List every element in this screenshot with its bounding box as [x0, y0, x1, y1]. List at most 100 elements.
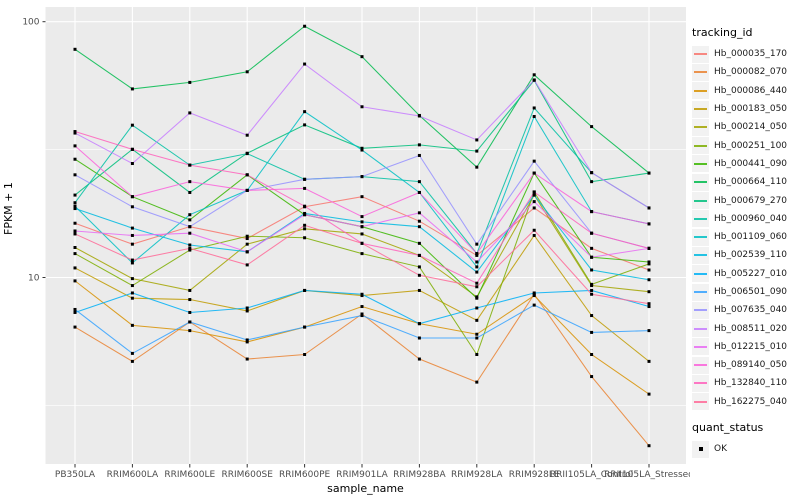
legend-entry-label: Hb_008511_020	[714, 323, 788, 334]
legend-entry-label: Hb_005227_010	[714, 268, 788, 279]
data-point	[303, 288, 307, 292]
data-point	[475, 318, 479, 322]
data-point	[245, 357, 249, 361]
data-point	[475, 270, 479, 274]
data-point	[130, 323, 134, 327]
data-point	[360, 232, 364, 236]
data-point	[360, 305, 364, 309]
data-point	[475, 265, 479, 269]
data-point	[360, 220, 364, 224]
data-point	[475, 242, 479, 246]
legend-entry-label: Hb_000086_440	[714, 85, 788, 96]
data-point	[417, 190, 421, 194]
legend-key-line-icon	[692, 192, 709, 210]
data-point	[417, 225, 421, 229]
x-tick-label: RRIM901LA	[336, 470, 388, 480]
legend-entry-Hb_002539_110: Hb_002539_110	[692, 246, 798, 264]
data-point	[475, 138, 479, 142]
data-point	[475, 260, 479, 264]
legend-entry-label: Hb_001109_060	[714, 232, 788, 243]
data-point	[73, 266, 77, 270]
data-point	[590, 282, 594, 286]
legend-entry-label: Hb_000664_110	[714, 177, 788, 188]
legend-entry-label: Hb_089140_050	[714, 360, 788, 371]
legend-entry-Hb_000214_050: Hb_000214_050	[692, 118, 798, 136]
legend-key-line-icon	[692, 210, 709, 228]
data-point	[303, 227, 307, 231]
data-point	[590, 210, 594, 214]
data-point	[417, 143, 421, 147]
data-point	[417, 219, 421, 223]
data-point	[532, 294, 536, 298]
data-point	[590, 330, 594, 334]
data-point	[647, 246, 651, 250]
x-tick-label: RRIM600PE	[279, 470, 331, 480]
legend-key-line-icon	[692, 173, 709, 191]
data-point	[130, 123, 134, 127]
x-tick-label: RRIM600SE	[221, 470, 273, 480]
data-point	[245, 250, 249, 254]
data-point	[532, 233, 536, 237]
legend-key-line-icon	[692, 320, 709, 338]
legend-entry-label: Hb_000251_100	[714, 140, 788, 151]
data-point	[475, 281, 479, 285]
data-point	[188, 111, 192, 115]
data-point	[188, 243, 192, 247]
y-axis-title: FPKM + 1	[2, 182, 15, 235]
data-point	[475, 253, 479, 257]
x-tick-label: PB350LA	[55, 470, 96, 480]
legend-entry-label: Hb_000183_050	[714, 104, 788, 115]
data-point	[245, 173, 249, 177]
data-point	[73, 310, 77, 314]
legend-entry-label: Hb_000960_040	[714, 213, 788, 224]
y-tick-label: 100	[22, 18, 39, 28]
legend-entry-Hb_008511_020: Hb_008511_020	[692, 319, 798, 338]
data-point	[188, 288, 192, 292]
data-point	[245, 70, 249, 74]
legend: tracking_id Hb_000035_170 Hb_000082_070 Hb…	[692, 26, 798, 458]
data-point	[130, 205, 134, 209]
data-point	[303, 236, 307, 240]
data-point	[130, 296, 134, 300]
y-tick-label: 10	[28, 274, 40, 284]
x-tick-label: RRIM600LA	[107, 470, 159, 480]
legend-key-line-icon	[692, 356, 709, 374]
data-point	[475, 306, 479, 310]
data-point	[417, 180, 421, 184]
data-point	[245, 133, 249, 137]
legend-key-line-icon	[692, 82, 709, 100]
data-point	[590, 375, 594, 379]
legend-entry-Hb_012215_010: Hb_012215_010	[692, 338, 798, 356]
x-tick-label: RRII105LA_Control	[550, 470, 633, 480]
data-point	[303, 353, 307, 357]
x-tick-label: RRIM600LE	[164, 470, 215, 480]
data-point	[532, 228, 536, 232]
data-point	[130, 291, 134, 295]
data-point	[73, 307, 77, 311]
data-point	[303, 62, 307, 66]
data-point	[647, 290, 651, 294]
data-point	[360, 241, 364, 245]
legend-entry-Hb_089140_050: Hb_089140_050	[692, 356, 798, 374]
data-point	[130, 258, 134, 262]
data-point	[360, 105, 364, 109]
legend-entry-Hb_162275_040: Hb_162275_040	[692, 393, 798, 411]
data-point	[130, 284, 134, 288]
legend-entry-Hb_000035_170: Hb_000035_170	[692, 45, 798, 63]
data-point	[417, 336, 421, 340]
legend-tracking-entries: Hb_000035_170 Hb_000082_070 Hb_000086_440 H…	[692, 45, 798, 411]
data-point	[590, 231, 594, 235]
data-point	[130, 87, 134, 91]
x-tick-label: RRIM928LE	[509, 470, 560, 480]
data-point	[417, 114, 421, 118]
data-point	[647, 305, 651, 309]
data-point	[188, 80, 192, 84]
data-point	[73, 246, 77, 250]
legend-key-line-icon	[692, 265, 709, 283]
legend-entry-label: Hb_000082_070	[714, 67, 788, 78]
data-point	[475, 149, 479, 153]
data-point	[647, 444, 651, 448]
data-point	[245, 152, 249, 156]
data-point	[73, 229, 77, 233]
data-point	[590, 268, 594, 272]
